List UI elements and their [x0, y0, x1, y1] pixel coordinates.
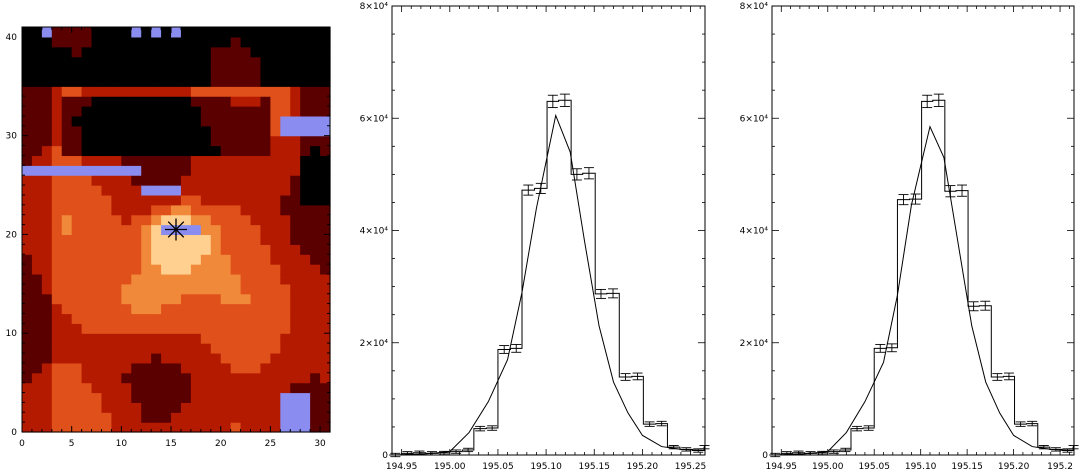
y-tick-label: 4×10⁴ — [740, 227, 768, 237]
fit-curve — [771, 125, 1075, 456]
x-tick-label: 195.25 — [675, 462, 707, 472]
x-tick-label: 194.95 — [386, 462, 418, 472]
error-bar — [980, 300, 991, 311]
error-bar — [828, 449, 839, 454]
x-tick-label: 195.10 — [530, 462, 562, 472]
error-bar — [499, 345, 510, 354]
x-tick-label: 0 — [19, 439, 25, 449]
x-tick-label: 194.95 — [766, 462, 798, 472]
y-tick-label: 2×10⁴ — [360, 339, 389, 349]
error-bar — [910, 193, 921, 205]
intensity-map-panel: 0 5 10 15 20 25 30 0 10 20 30 40 — [6, 26, 331, 449]
heatmap-ticks — [21, 26, 331, 433]
y-tick-label: 8×10⁴ — [360, 2, 389, 12]
spectrum-panel-2: 194.95 195.00 195.05 195.10 195.15 195.20 195.… — [740, 2, 1079, 472]
asterisk-marker — [165, 218, 187, 241]
error-bar — [559, 93, 570, 107]
y-tick-label: 6×10⁴ — [740, 114, 768, 124]
x-tick-label: 195.05 — [482, 462, 514, 472]
error-bar — [886, 343, 897, 353]
error-bar — [1027, 420, 1038, 427]
x-tick-label: 20 — [215, 439, 227, 449]
error-bar — [863, 425, 874, 431]
error-bar — [644, 421, 655, 427]
y-tick-label: 2×10⁴ — [740, 339, 768, 349]
x-tick-label: 195.05 — [858, 462, 890, 472]
axis-ticks — [771, 5, 1074, 456]
error-bar — [571, 168, 582, 181]
error-bar — [475, 425, 486, 432]
x-tick-label: 195.15 — [578, 462, 610, 472]
error-bar — [898, 194, 909, 206]
y-tick-label: 0 — [11, 428, 17, 438]
y-tick-label: 40 — [6, 33, 18, 43]
y-tick-label: 6×10⁴ — [360, 114, 389, 124]
error-bar — [1015, 421, 1026, 427]
error-bar — [632, 372, 643, 381]
error-bar — [547, 94, 558, 109]
error-bar — [840, 447, 851, 453]
error-bar — [933, 93, 944, 107]
histogram-steps — [769, 99, 1074, 456]
x-tick-label: 10 — [116, 439, 128, 449]
error-bar — [511, 343, 522, 353]
x-tick-label: 195.00 — [812, 462, 844, 472]
error-bar — [620, 373, 631, 381]
error-bar — [463, 447, 474, 453]
error-bar — [583, 167, 594, 180]
error-bar — [451, 449, 462, 454]
x-tick-label: 195.00 — [434, 462, 466, 472]
x-tick-label: 195.20 — [627, 462, 659, 472]
x-tick-label: 25 — [265, 439, 276, 449]
error-bar — [922, 94, 933, 109]
error-bar — [875, 343, 886, 353]
error-bar — [968, 301, 979, 312]
x-tick-label: 30 — [314, 439, 326, 449]
x-tick-label: 195.20 — [998, 462, 1030, 472]
error-bar — [699, 445, 710, 450]
y-tick-label: 8×10⁴ — [740, 2, 768, 12]
error-bar — [1068, 445, 1079, 450]
plot-frame — [391, 5, 706, 456]
error-bar — [992, 373, 1003, 381]
y-tick-label: 0 — [762, 451, 768, 461]
spectrum-panel-1: 194.95 195.00 195.05 195.10 195.15 195.20 195.… — [360, 2, 710, 472]
y-tick-label: 20 — [6, 230, 18, 240]
error-bar — [595, 288, 606, 299]
error-bar — [608, 288, 619, 299]
error-bar — [852, 425, 863, 432]
error-bar — [523, 184, 534, 196]
x-tick-label: 5 — [69, 439, 75, 449]
error-bar — [1003, 372, 1014, 381]
fit-curve — [391, 113, 706, 456]
y-tick-label: 30 — [6, 132, 18, 142]
x-tick-label: 195.15 — [951, 462, 983, 472]
y-tick-label: 10 — [6, 329, 18, 339]
x-tick-label: 15 — [165, 439, 176, 449]
histogram-steps — [389, 99, 705, 456]
y-tick-label: 4×10⁴ — [360, 227, 389, 237]
x-tick-label: 195.10 — [905, 462, 937, 472]
y-tick-label: 0 — [382, 451, 388, 461]
error-bar — [487, 425, 498, 431]
x-tick-label: 195.2 — [1047, 462, 1073, 472]
plot-frame — [771, 5, 1075, 456]
heatmap-frame — [21, 26, 331, 433]
heatmap-cells — [22, 27, 331, 433]
error-bar — [656, 420, 667, 427]
error-bar — [957, 184, 968, 197]
axis-ticks — [391, 5, 705, 456]
